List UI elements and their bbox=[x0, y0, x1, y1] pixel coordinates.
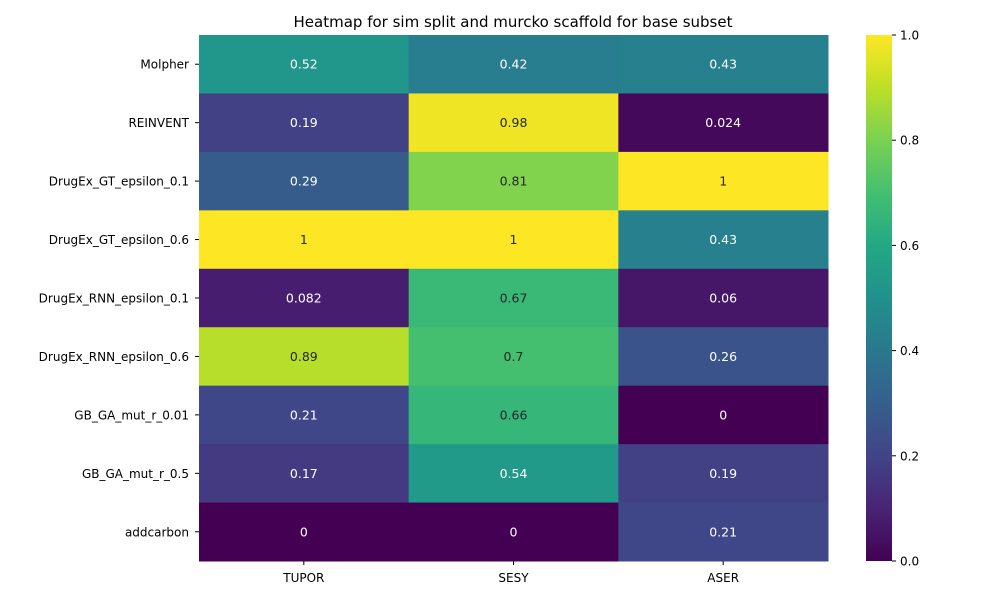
colorbar-tick-label: 0.8 bbox=[900, 134, 919, 148]
heatmap-cell bbox=[408, 93, 619, 153]
heatmap-cell bbox=[408, 151, 619, 211]
cell-value-label: 0.17 bbox=[290, 466, 318, 481]
heatmap-cell bbox=[618, 210, 829, 270]
heatmap-cell bbox=[199, 151, 410, 211]
heatmap-cell bbox=[199, 35, 410, 94]
colorbar: 0.0 0.2 0.4 0.6 0.8 1.0 bbox=[866, 29, 919, 569]
heatmap-cell bbox=[618, 35, 829, 94]
row-label: Molpher bbox=[140, 58, 189, 72]
heatmap-cell bbox=[199, 327, 410, 387]
cell-value-label: 0 bbox=[510, 524, 518, 539]
cell-value-label: 0.26 bbox=[709, 349, 737, 364]
heatmap-cell bbox=[618, 502, 829, 562]
cell-value-label: 0.67 bbox=[500, 291, 528, 306]
cell-value-label: 1 bbox=[719, 174, 727, 189]
row-label: DrugEx_GT_epsilon_0.6 bbox=[49, 233, 189, 247]
heatmap-cell bbox=[618, 151, 829, 211]
row-label: GB_GA_mut_r_0.5 bbox=[82, 467, 189, 481]
row-label: DrugEx_RNN_epsilon_0.1 bbox=[39, 292, 189, 306]
cell-value-label: 0.42 bbox=[500, 57, 528, 72]
cell-value-label: 0.024 bbox=[705, 115, 741, 130]
heatmap-cell bbox=[408, 268, 619, 328]
heatmap-cell bbox=[199, 93, 410, 153]
cell-value-label: 0.29 bbox=[290, 174, 318, 189]
cell-value-label: 0.19 bbox=[290, 115, 318, 130]
cell-value-label: 0.082 bbox=[286, 291, 322, 306]
cell-value-label: 0 bbox=[719, 407, 727, 422]
heatmap-cell bbox=[618, 93, 829, 153]
row-label: addcarbon bbox=[125, 525, 189, 539]
cell-value-label: 0.43 bbox=[709, 232, 737, 247]
colorbar-gradient bbox=[866, 35, 892, 561]
cell-value-label: 0.89 bbox=[290, 349, 318, 364]
heatmap-cell bbox=[199, 502, 410, 562]
heatmap-cell bbox=[199, 268, 410, 328]
column-label: SESY bbox=[498, 571, 529, 585]
cell-value-label: 0.19 bbox=[709, 466, 737, 481]
colorbar-tick-label: 0.2 bbox=[900, 449, 919, 463]
cell-value-label: 0.06 bbox=[709, 291, 737, 306]
row-label: REINVENT bbox=[128, 116, 189, 130]
cell-value-label: 0.21 bbox=[709, 524, 737, 539]
cell-value-label: 0.43 bbox=[709, 57, 737, 72]
heatmap-cell bbox=[618, 268, 829, 328]
row-labels: Molpher REINVENT DrugEx_GT_epsilon_0.1 Drug… bbox=[39, 58, 199, 539]
heatmap-cell bbox=[408, 210, 619, 270]
cell-value-label: 0.54 bbox=[500, 466, 528, 481]
colorbar-tick-label: 0.0 bbox=[900, 555, 919, 569]
heatmap-cell bbox=[618, 444, 829, 504]
colorbar-tick-label: 1.0 bbox=[900, 29, 919, 43]
heatmap-cell bbox=[199, 385, 410, 445]
column-label: ASER bbox=[707, 571, 739, 585]
colorbar-tick-label: 0.4 bbox=[900, 344, 919, 358]
heatmap-cell bbox=[408, 385, 619, 445]
row-label: DrugEx_RNN_epsilon_0.6 bbox=[39, 350, 189, 364]
cell-value-label: 0.81 bbox=[500, 174, 528, 189]
heatmap-cell bbox=[408, 327, 619, 387]
cell-value-label: 0.66 bbox=[500, 407, 528, 422]
colorbar-tick-label: 0.6 bbox=[900, 239, 919, 253]
heatmap-cell bbox=[408, 35, 619, 94]
column-labels: TUPOR SESY ASER bbox=[282, 561, 739, 585]
row-label: GB_GA_mut_r_0.01 bbox=[74, 408, 189, 422]
heatmap-cell bbox=[618, 327, 829, 387]
cell-value-label: 1 bbox=[510, 232, 518, 247]
column-label: TUPOR bbox=[282, 571, 324, 585]
cell-value-label: 0.52 bbox=[290, 57, 318, 72]
chart-title: Heatmap for sim split and murcko scaffol… bbox=[294, 13, 733, 31]
cell-value-label: 0.98 bbox=[500, 115, 528, 130]
cell-value-label: 0.7 bbox=[504, 349, 524, 364]
heatmap-cell bbox=[199, 444, 410, 504]
row-label: DrugEx_GT_epsilon_0.1 bbox=[49, 175, 189, 189]
heatmap-cells: 0.52 0.42 0.43 0.19 0.98 0.024 0.29 0.81 1 1 1 0.43… bbox=[199, 35, 829, 562]
heatmap-cell bbox=[408, 444, 619, 504]
heatmap-cell bbox=[408, 502, 619, 562]
cell-value-label: 0.21 bbox=[290, 407, 318, 422]
heatmap-cell bbox=[199, 210, 410, 270]
cell-value-label: 0 bbox=[300, 524, 308, 539]
heatmap-cell bbox=[618, 385, 829, 445]
cell-value-label: 1 bbox=[300, 232, 308, 247]
